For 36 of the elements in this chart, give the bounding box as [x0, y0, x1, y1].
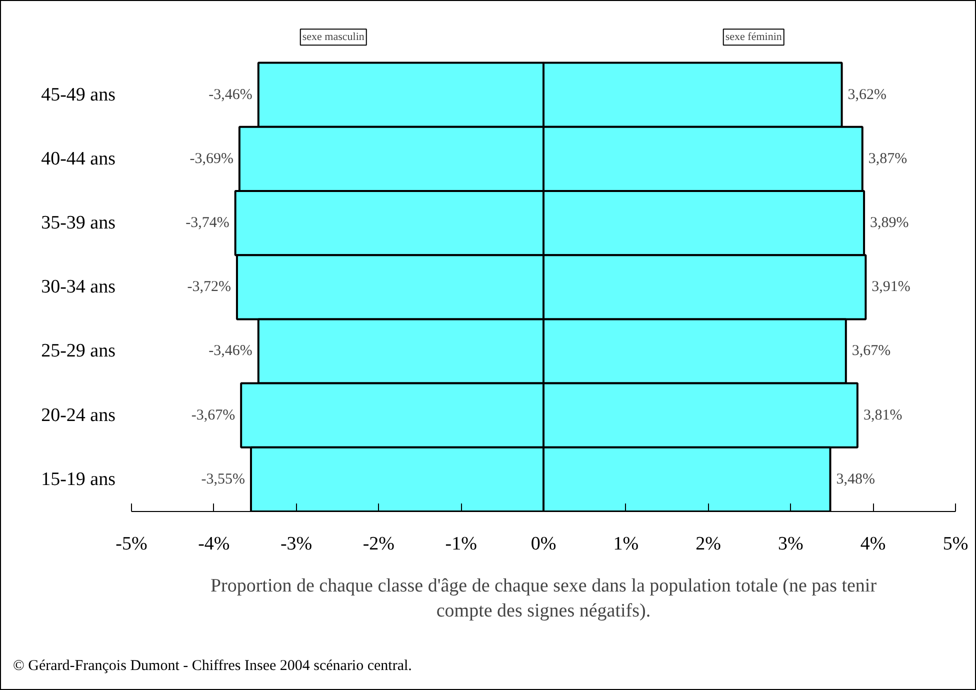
x-tick-label: 2% — [696, 534, 722, 554]
data-label: 3,89% — [870, 215, 909, 232]
x-tick-label: -5% — [116, 534, 148, 554]
x-tick-label: -1% — [445, 534, 478, 554]
x-tick-label: -4% — [198, 534, 230, 554]
data-label: -3,74% — [186, 215, 230, 232]
data-label: -3,55% — [201, 471, 245, 488]
x-tick-label: 3% — [778, 534, 804, 554]
data-label: 3,81% — [863, 407, 902, 424]
data-label: 3,62% — [848, 86, 887, 103]
x-tick-label: 0% — [530, 534, 556, 554]
series-label: sexe masculin — [302, 31, 365, 44]
x-tick-label: -2% — [362, 534, 395, 554]
text: © Gérard-François Dumont - Chiffres Insee 2004 scénario central. — [13, 657, 412, 676]
x-tick-label: 4% — [860, 534, 886, 554]
x-tick-label: 1% — [613, 534, 639, 554]
x-tick-label: -3% — [280, 534, 312, 554]
y-tick-label: 15-19 ans — [41, 468, 116, 490]
data-label: -3,72% — [187, 279, 231, 296]
series-label: sexe féminin — [725, 31, 782, 44]
data-label: 3,67% — [852, 343, 891, 360]
data-label: -3,67% — [191, 407, 236, 424]
y-tick-label: 30-34 ans — [41, 276, 116, 298]
data-label: 3,48% — [836, 471, 875, 488]
x-axis-title: Proportion de chaque classe d'âge de chaque sexe dans la population totale (ne pas tenir compte des signes négatifs). — [210, 576, 878, 622]
y-tick-label: 40-44 ans — [41, 148, 116, 170]
y-tick-label: 45-49 ans — [41, 84, 116, 106]
data-label: -3,69% — [190, 150, 234, 167]
x-tick-label: 5% — [942, 534, 968, 554]
data-label: -3,46% — [208, 343, 252, 360]
y-tick-label: 25-29 ans — [41, 340, 116, 362]
y-tick-label: 35-39 ans — [41, 212, 116, 234]
data-label: 3,87% — [868, 150, 908, 167]
y-tick-label: 20-24 ans — [41, 404, 116, 426]
data-label: 3,91% — [872, 279, 910, 296]
data-label: -3,46% — [208, 86, 252, 103]
